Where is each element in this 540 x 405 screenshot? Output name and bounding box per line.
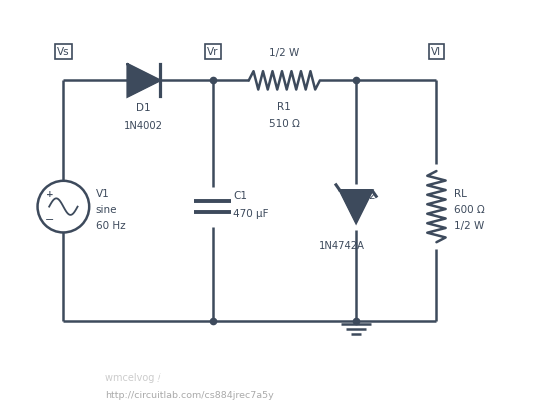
Text: −: − [45, 215, 55, 224]
Text: 1/2 W: 1/2 W [269, 48, 300, 58]
Text: +: + [46, 190, 54, 199]
Text: Design Lab 1 Schematic: Design Lab 1 Schematic [155, 373, 287, 383]
Text: D1: D1 [137, 103, 151, 113]
Text: 60 Hz: 60 Hz [96, 221, 125, 231]
Text: Vs: Vs [57, 47, 70, 57]
Text: Vl: Vl [431, 47, 442, 57]
Text: V1: V1 [96, 189, 109, 199]
Text: —⧵—⊣ LAB: —⧵—⊣ LAB [7, 390, 57, 399]
Text: http://circuitlab.com/cs884jrec7a5y: http://circuitlab.com/cs884jrec7a5y [105, 391, 274, 400]
Text: Vr: Vr [207, 47, 218, 57]
Polygon shape [127, 64, 160, 96]
Polygon shape [340, 191, 372, 223]
Text: 1N4742A: 1N4742A [319, 241, 365, 251]
Text: D2: D2 [361, 191, 375, 201]
Text: 600 Ω: 600 Ω [454, 205, 484, 215]
Text: 1N4002: 1N4002 [124, 121, 163, 130]
Text: RL: RL [454, 189, 467, 199]
Text: 1/2 W: 1/2 W [454, 221, 484, 231]
Text: wmcelvog /: wmcelvog / [105, 373, 164, 383]
Text: 510 Ω: 510 Ω [269, 119, 300, 129]
Text: 470 μF: 470 μF [233, 209, 269, 219]
Text: R1: R1 [278, 102, 291, 112]
Text: C1: C1 [233, 191, 247, 201]
Text: CIRCUIT: CIRCUIT [7, 372, 50, 381]
Text: sine: sine [96, 205, 117, 215]
